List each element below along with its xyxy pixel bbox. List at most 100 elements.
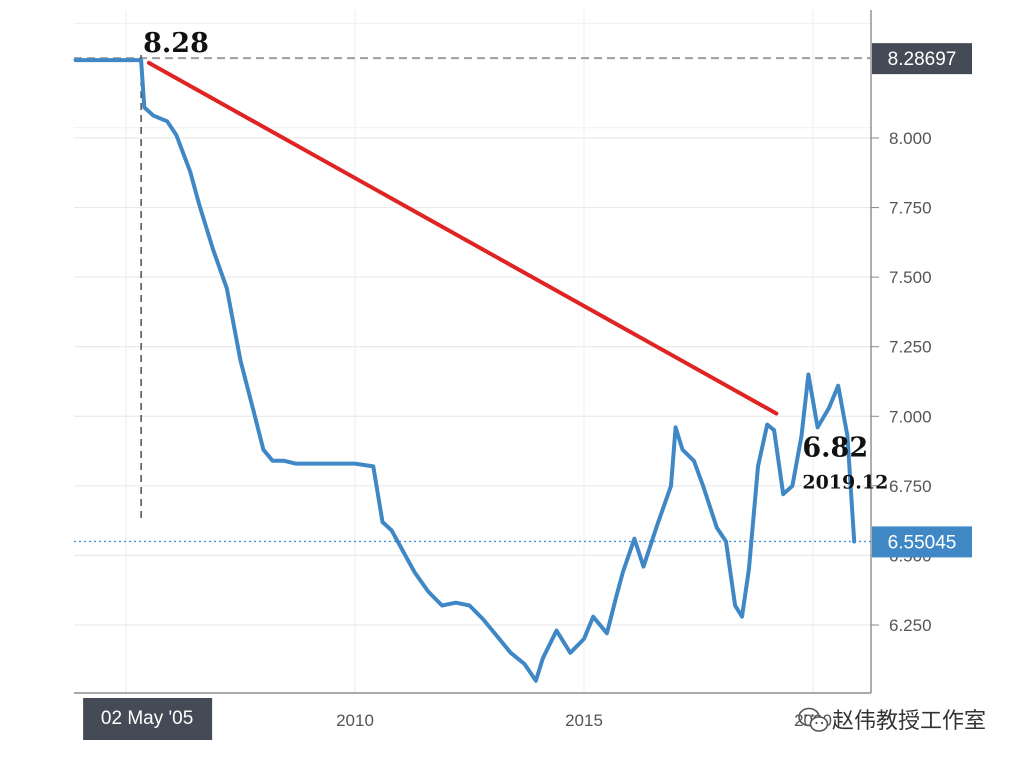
data-point — [495, 634, 499, 638]
data-point — [74, 58, 77, 62]
value-badge-label[interactable]: 8.28697 — [888, 49, 957, 70]
data-point — [294, 462, 297, 465]
watermark-text: 赵伟教授工作室 — [832, 709, 986, 734]
data-point — [642, 565, 645, 568]
value-badge-label[interactable]: 6.55045 — [888, 532, 957, 553]
data-point — [534, 679, 538, 682]
annotation-end-value: 6.82 — [802, 432, 868, 463]
data-point — [836, 384, 840, 387]
data-point — [541, 657, 544, 660]
data-point — [724, 540, 728, 543]
data-point — [633, 537, 636, 540]
data-point — [454, 601, 457, 604]
series-group — [73, 58, 857, 683]
watermark: 赵伟教授工作室 — [798, 707, 986, 734]
date-badge-label[interactable]: 02 May '05 — [101, 708, 193, 729]
data-point — [692, 459, 696, 463]
data-point — [782, 493, 785, 496]
data-point — [772, 429, 776, 432]
data-point — [846, 434, 849, 437]
reference-lines — [74, 55, 871, 543]
data-point — [427, 590, 430, 593]
data-point — [152, 114, 155, 117]
data-point — [701, 484, 705, 488]
data-point — [353, 462, 357, 465]
data-point — [399, 545, 402, 549]
annotation-end-date: 2019.12 — [802, 471, 888, 493]
x-tick-label: 2010 — [336, 711, 374, 730]
series-line — [73, 58, 857, 683]
data-point — [756, 465, 760, 468]
data-point — [509, 651, 512, 655]
data-point — [740, 615, 744, 618]
data-point — [139, 58, 143, 62]
y-tick-label: 8.000 — [889, 129, 932, 148]
x-tick-label: 2015 — [565, 711, 603, 730]
data-point — [674, 426, 677, 429]
data-point — [262, 448, 265, 451]
data-point — [656, 523, 659, 527]
trend-line — [146, 60, 779, 416]
y-tick-label: 7.250 — [889, 338, 932, 357]
data-point — [555, 629, 558, 632]
data-point — [827, 406, 831, 410]
data-point — [681, 448, 684, 451]
data-point — [413, 570, 416, 574]
value-badges[interactable]: 8.28697 6.55045 02 May '05 — [83, 43, 972, 740]
data-point — [308, 462, 311, 465]
data-point — [253, 412, 256, 415]
data-point — [124, 58, 128, 62]
data-point — [335, 462, 338, 465]
data-point — [321, 462, 325, 465]
data-point — [143, 106, 146, 109]
data-point — [482, 618, 485, 621]
data-point — [816, 426, 819, 429]
data-point — [101, 58, 105, 62]
data-point — [807, 373, 810, 376]
data-point — [766, 423, 769, 426]
y-tick-label: 7.000 — [889, 407, 932, 426]
data-point — [853, 540, 856, 543]
annotations: 8.28 6.82 2019.12 — [143, 28, 888, 493]
data-point — [211, 248, 215, 251]
data-point — [669, 484, 673, 488]
data-point — [791, 484, 794, 488]
data-point — [733, 604, 737, 607]
annotation-start-value: 8.28 — [143, 28, 209, 59]
data-point — [440, 604, 444, 607]
y-tick-label: 6.250 — [889, 616, 932, 635]
y-tick-label: 6.750 — [889, 477, 932, 496]
value-badge[interactable] — [872, 43, 972, 75]
data-point — [188, 170, 192, 173]
data-point — [282, 459, 286, 463]
y-tick-label: 7.500 — [889, 268, 932, 287]
data-point — [390, 529, 393, 532]
data-point — [621, 570, 625, 574]
data-point — [614, 595, 618, 599]
grid-lines — [74, 10, 871, 693]
data-point — [166, 120, 169, 123]
data-point — [523, 662, 526, 666]
data-point — [591, 615, 595, 618]
value-badge[interactable] — [872, 526, 972, 558]
data-point — [225, 287, 228, 290]
data-point — [381, 520, 384, 524]
data-point — [605, 632, 609, 635]
data-point — [271, 459, 274, 463]
date-badge[interactable] — [83, 698, 213, 740]
data-point — [175, 134, 178, 137]
data-point — [372, 465, 375, 468]
wechat-icon — [798, 707, 829, 732]
data-point — [569, 651, 572, 655]
data-point — [715, 526, 719, 529]
data-point — [239, 359, 242, 362]
y-tick-label: 7.750 — [889, 199, 932, 218]
data-point — [198, 203, 201, 206]
data-point — [468, 604, 471, 607]
data-point — [800, 434, 803, 437]
data-point — [582, 637, 586, 641]
trend-group — [146, 60, 779, 416]
data-point — [747, 568, 751, 571]
